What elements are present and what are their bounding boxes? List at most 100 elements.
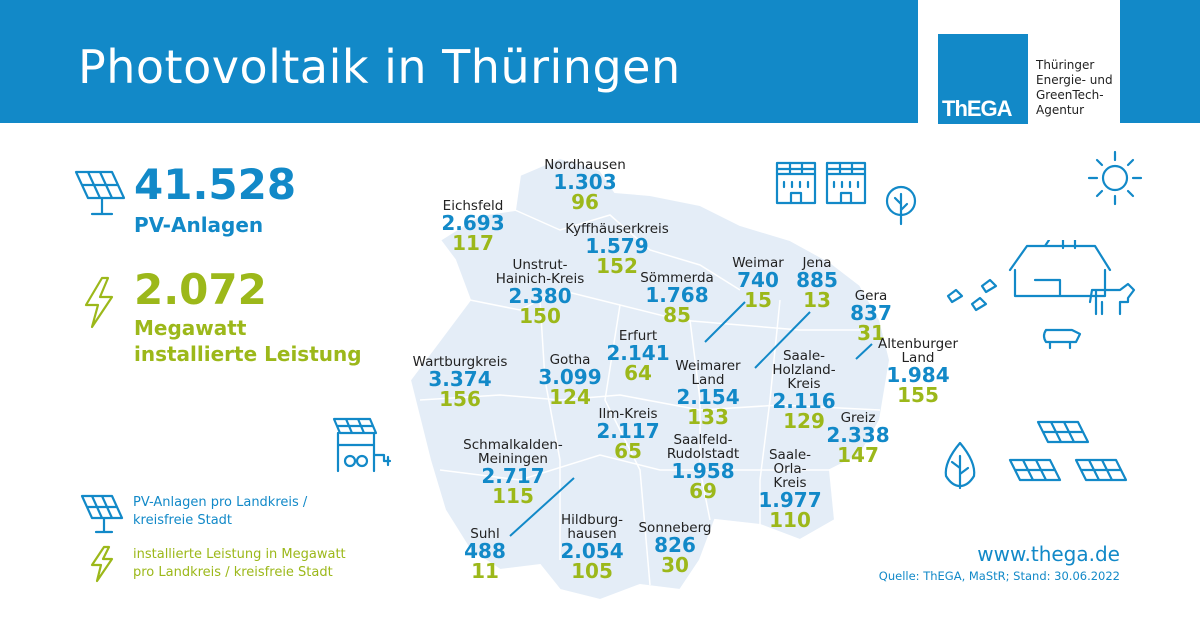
region-mw: 65 bbox=[614, 439, 642, 463]
region-mw: 105 bbox=[571, 559, 613, 583]
region-name: Weimar bbox=[732, 255, 784, 271]
cow-icon bbox=[1088, 282, 1136, 316]
region-weimar: Weimar 740 15 bbox=[732, 256, 784, 310]
mw-label-1: Megawatt bbox=[134, 316, 247, 340]
region-mw: 15 bbox=[744, 288, 772, 312]
region-name: Saalfeld- Rudolstadt bbox=[666, 432, 740, 462]
region-name: Altenburger Land bbox=[877, 336, 959, 366]
region-eichsfeld: Eichsfeld 2.693 117 bbox=[441, 199, 504, 253]
region-mw: 117 bbox=[452, 231, 494, 255]
region-mw: 152 bbox=[596, 254, 638, 278]
logo-mark bbox=[938, 34, 1028, 124]
map-outline bbox=[408, 156, 892, 602]
region-count: 885 bbox=[796, 268, 838, 292]
region-mw: 110 bbox=[769, 508, 811, 532]
logo-subtitle: Thüringer Energie- und GreenTech- Agentu… bbox=[1036, 58, 1113, 117]
pig-icon bbox=[1042, 328, 1082, 350]
region-name: Gera bbox=[854, 288, 888, 304]
region-name: Sonneberg bbox=[638, 520, 712, 536]
region-name: Suhl bbox=[470, 526, 500, 542]
lightning-bolt-icon bbox=[84, 276, 114, 329]
region-name: Weimarer Land bbox=[675, 358, 741, 388]
region-jena: Jena 885 13 bbox=[796, 256, 838, 310]
region-mw: 96 bbox=[571, 190, 599, 214]
source-note: Quelle: ThEGA, MaStR; Stand: 30.06.2022 bbox=[878, 569, 1120, 583]
region-mw: 11 bbox=[471, 559, 499, 583]
region-count: 2.380 bbox=[508, 284, 572, 308]
region-count: 2.154 bbox=[676, 385, 740, 409]
region-mw: 150 bbox=[519, 304, 561, 328]
leader-line-jena bbox=[754, 311, 811, 369]
region-count: 3.374 bbox=[428, 367, 492, 391]
region-count: 2.054 bbox=[560, 539, 624, 563]
region-count: 2.693 bbox=[441, 211, 505, 235]
region-mw: 133 bbox=[687, 405, 729, 429]
region-weimarer-land: Weimarer Land 2.154 133 bbox=[675, 359, 740, 427]
region-count: 2.717 bbox=[481, 464, 545, 488]
region-name: Schmalkalden- Meiningen bbox=[463, 437, 563, 467]
region-kyffhaeuserkreis: Kyffhäuserkreis 1.579 152 bbox=[565, 222, 669, 276]
region-name: Kyffhäuserkreis bbox=[565, 221, 669, 237]
region-name: Hildburg- hausen bbox=[560, 512, 624, 542]
region-saalfeld-rudolstadt: Saalfeld- Rudolstadt 1.958 69 bbox=[667, 433, 739, 501]
region-mw: 13 bbox=[803, 288, 831, 312]
region-count: 837 bbox=[850, 301, 892, 325]
region-count: 1.768 bbox=[645, 283, 709, 307]
region-unstrut-hainich-kreis: Unstrut- Hainich-Kreis 2.380 150 bbox=[496, 258, 585, 326]
region-mw: 30 bbox=[661, 553, 689, 577]
region-mw: 85 bbox=[663, 303, 691, 327]
region-mw: 64 bbox=[624, 361, 652, 385]
region-erfurt: Erfurt 2.141 64 bbox=[606, 329, 669, 383]
region-hildburghausen: Hildburg- hausen 2.054 105 bbox=[560, 513, 623, 581]
leader-lines bbox=[509, 301, 873, 537]
region-name: Greiz bbox=[840, 410, 876, 426]
region-gotha: Gotha 3.099 124 bbox=[538, 353, 601, 407]
region-name: Erfurt bbox=[618, 328, 658, 344]
region-name: Saale- Orla- Kreis bbox=[768, 447, 812, 491]
region-suhl: Suhl 488 11 bbox=[464, 527, 506, 581]
region-count: 2.116 bbox=[772, 389, 836, 413]
region-mw: 147 bbox=[837, 443, 879, 467]
region-schmalkalden-meiningen: Schmalkalden- Meiningen 2.717 115 bbox=[463, 438, 563, 506]
legend-mw: installierte Leistung in Megawatt pro La… bbox=[133, 547, 346, 580]
region-name: Nordhausen bbox=[544, 157, 626, 173]
region-name: Unstrut- Hainich-Kreis bbox=[495, 257, 585, 287]
chicken-icon bbox=[946, 278, 998, 312]
building-icon bbox=[775, 161, 867, 205]
tree-icon bbox=[944, 441, 976, 490]
solar-panel-icon bbox=[1008, 420, 1128, 482]
region-saale-holzland-kreis: Saale- Holzland- Kreis 2.116 129 bbox=[772, 349, 835, 431]
region-mw: 31 bbox=[857, 321, 885, 345]
pv-label: PV-Anlagen bbox=[134, 213, 264, 237]
region-gera: Gera 837 31 bbox=[850, 289, 892, 343]
region-name: Gotha bbox=[549, 352, 591, 368]
solar-carport-icon bbox=[332, 417, 392, 473]
region-count: 1.984 bbox=[886, 363, 950, 387]
region-count: 2.338 bbox=[826, 423, 890, 447]
region-count: 1.958 bbox=[671, 459, 735, 483]
page-title: Photovoltaik in Thüringen bbox=[78, 40, 681, 94]
region-name: Sömmerda bbox=[640, 270, 714, 286]
lightning-bolt-icon bbox=[90, 545, 114, 583]
region-count: 2.141 bbox=[606, 341, 670, 365]
mw-label-2: installierte Leistung bbox=[134, 342, 362, 366]
leader-line-suhl bbox=[509, 477, 575, 537]
mw-value: 2.072 bbox=[134, 265, 267, 314]
website-link[interactable]: www.thega.de bbox=[977, 542, 1120, 566]
region-soemmerda: Sömmerda 1.768 85 bbox=[640, 271, 714, 325]
leader-line-gera bbox=[855, 343, 873, 360]
district-borders bbox=[419, 209, 881, 586]
region-mw: 156 bbox=[439, 387, 481, 411]
solar-panel-icon bbox=[74, 170, 126, 216]
region-nordhausen: Nordhausen 1.303 96 bbox=[544, 158, 626, 212]
region-saale-orla-kreis: Saale- Orla- Kreis 1.977 110 bbox=[758, 448, 821, 530]
pv-count: 41.528 bbox=[134, 160, 297, 209]
region-count: 1.977 bbox=[758, 488, 822, 512]
region-name: Jena bbox=[802, 255, 832, 271]
region-mw: 155 bbox=[897, 383, 939, 407]
legend-pv: PV-Anlagen pro Landkreis / kreisfreie St… bbox=[133, 495, 308, 528]
region-mw: 115 bbox=[492, 484, 534, 508]
region-name: Eichsfeld bbox=[442, 198, 504, 214]
region-sonneberg: Sonneberg 826 30 bbox=[638, 521, 711, 575]
region-mw: 129 bbox=[783, 409, 825, 433]
